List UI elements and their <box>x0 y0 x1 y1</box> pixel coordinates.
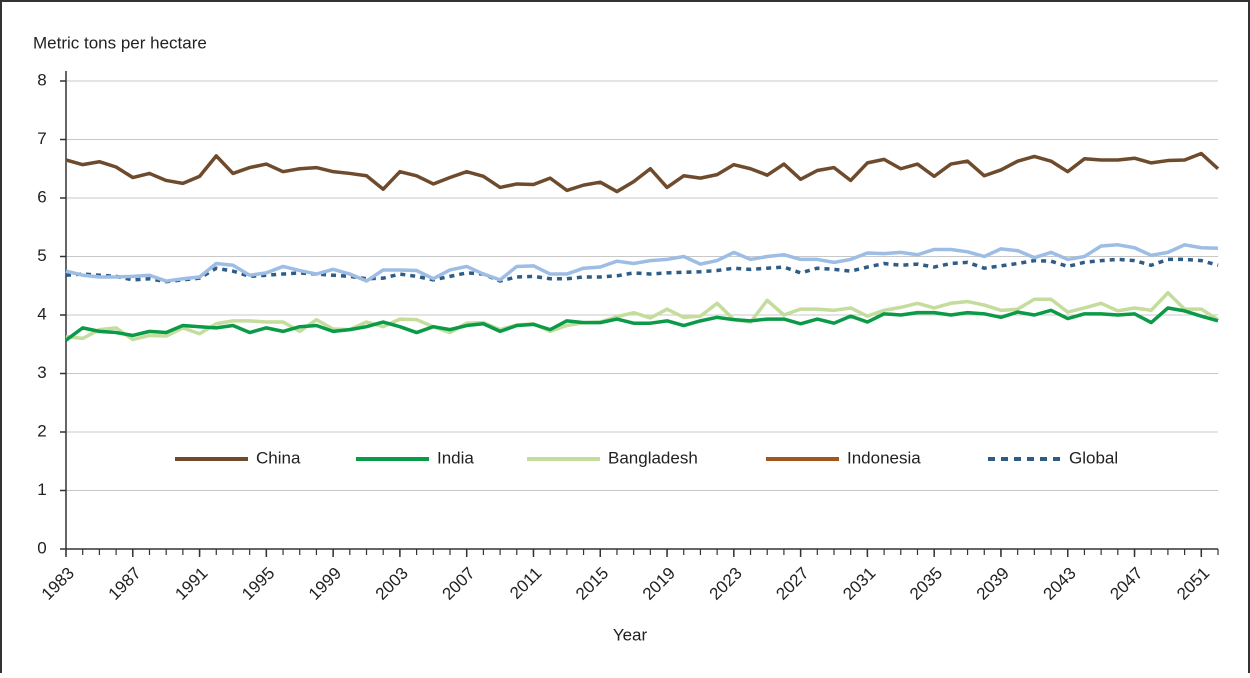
x-tick-label: 2039 <box>973 564 1013 604</box>
series-line <box>65 243 1219 283</box>
series-line <box>64 306 1219 342</box>
legend-label: India <box>437 448 474 467</box>
series-line <box>65 257 1219 284</box>
y-tick-label: 4 <box>37 304 46 323</box>
x-tick-label: 2035 <box>906 564 946 604</box>
x-tick-label: 1983 <box>38 564 78 604</box>
x-tick-label: 1991 <box>171 564 211 604</box>
legend-label: Bangladesh <box>608 448 698 467</box>
y-tick-label: 2 <box>37 421 46 440</box>
y-tick-label: 3 <box>37 363 46 382</box>
y-tick-label: 0 <box>37 538 46 557</box>
x-tick-label: 2023 <box>706 564 746 604</box>
x-tick-label: 2019 <box>639 564 679 604</box>
y-axis-label: Metric tons per hectare <box>33 33 207 52</box>
x-tick-label: 2051 <box>1173 564 1213 604</box>
x-tick-label: 2031 <box>839 564 879 604</box>
y-tick-label: 7 <box>37 129 46 148</box>
x-tick-label: 2011 <box>506 564 545 603</box>
series-line <box>65 151 1220 194</box>
legend-label: China <box>256 448 301 467</box>
x-tick-label: 1999 <box>305 564 345 604</box>
x-tick-label: 2015 <box>572 564 612 604</box>
y-tick-label: 8 <box>37 70 46 89</box>
y-tick-label: 5 <box>37 246 46 265</box>
legend-label: Indonesia <box>847 448 921 467</box>
legend-label: Global <box>1069 448 1118 467</box>
series-line <box>65 291 1219 342</box>
y-tick-label: 6 <box>37 187 46 206</box>
x-tick-label: 2047 <box>1106 564 1146 604</box>
x-tick-label: 2043 <box>1040 564 1080 604</box>
x-tick-label: 2007 <box>439 564 479 604</box>
x-tick-label: 2003 <box>372 564 412 604</box>
x-tick-label: 1987 <box>105 564 145 604</box>
x-tick-label: 1995 <box>238 564 278 604</box>
x-axis-label: Year <box>613 625 648 644</box>
x-tick-label: 2027 <box>772 564 812 604</box>
y-tick-label: 1 <box>37 480 46 499</box>
